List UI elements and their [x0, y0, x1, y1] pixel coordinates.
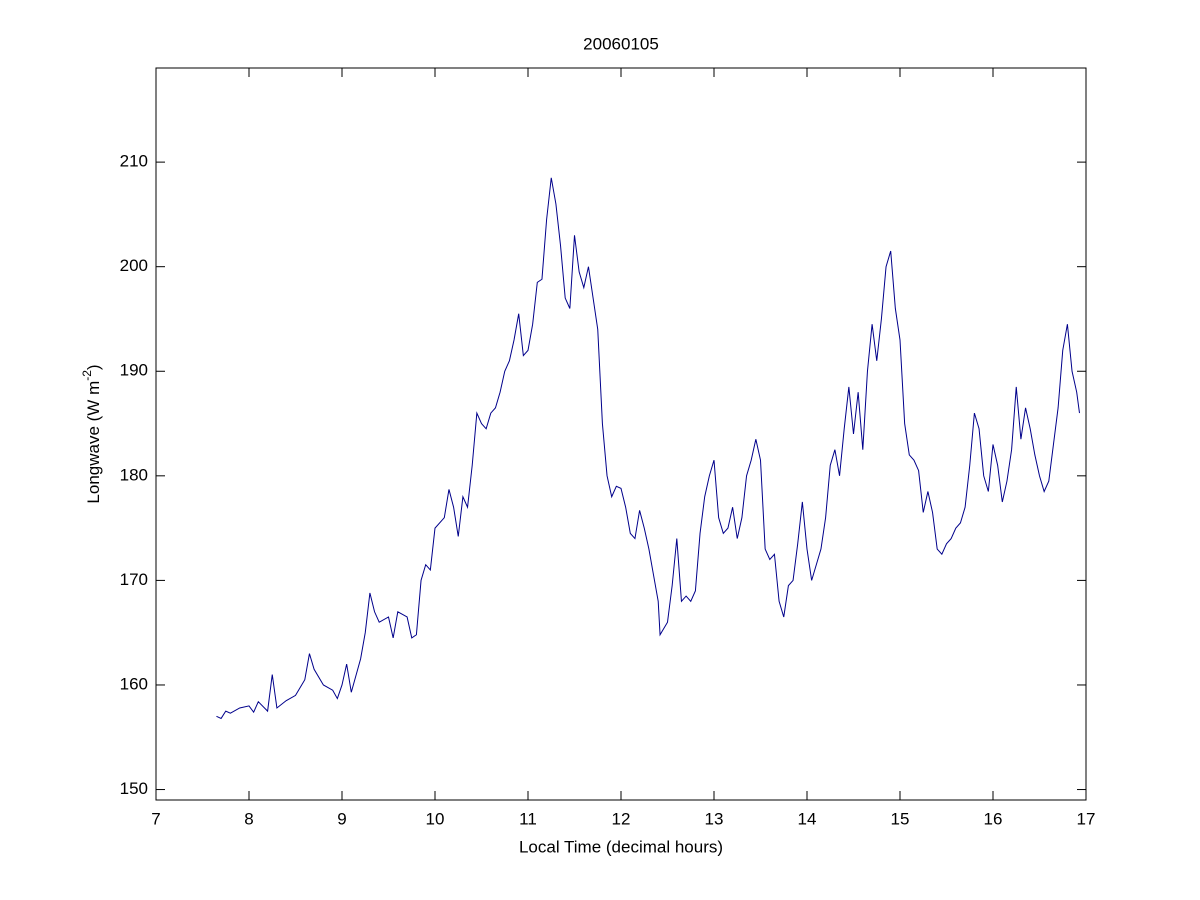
y-axis-label-sup: -2 — [80, 370, 94, 381]
x-tick-label: 11 — [519, 809, 537, 828]
chart-title: 20060105 — [583, 34, 659, 53]
data-line — [216, 177, 1080, 720]
x-axis-label: Local Time (decimal hours) — [519, 837, 723, 856]
y-axis-label-suffix: ) — [84, 364, 103, 370]
x-tick-label: 13 — [705, 809, 724, 828]
x-tick-label: 15 — [891, 809, 910, 828]
y-axis-label-text: Longwave (W m — [84, 381, 103, 504]
x-tick-label: 14 — [798, 809, 817, 828]
plot-frame — [155, 67, 1087, 801]
y-tick-label: 200 — [120, 256, 148, 275]
x-tick-label: 9 — [337, 809, 346, 828]
y-tick-label: 180 — [120, 465, 148, 484]
x-tick-label: 10 — [426, 809, 445, 828]
y-tick-label: 190 — [120, 361, 148, 380]
y-axis-label: Longwave (W m-2) — [80, 364, 103, 503]
y-tick-label: 210 — [120, 152, 148, 171]
x-tick-label: 17 — [1077, 809, 1096, 828]
y-tick-label: 170 — [120, 570, 148, 589]
y-tick-label: 160 — [120, 674, 148, 693]
x-tick-label: 7 — [151, 809, 160, 828]
x-tick-label: 16 — [984, 809, 1003, 828]
y-tick-label: 150 — [120, 779, 148, 798]
x-tick-label: 8 — [244, 809, 253, 828]
x-tick-label: 12 — [612, 809, 631, 828]
